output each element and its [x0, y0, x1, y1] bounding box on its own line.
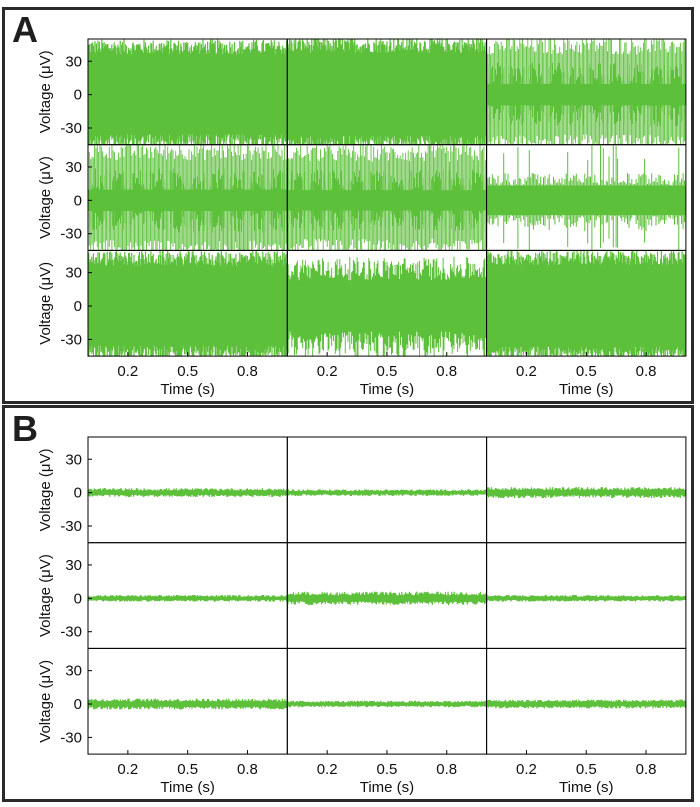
y-tick-label: 30: [65, 265, 82, 282]
x-axis-label: Time (s): [160, 779, 214, 796]
y-axis-label: Voltage (μV): [37, 554, 54, 637]
trace: [486, 487, 686, 499]
subplot-b-2-2: [486, 699, 686, 709]
y-axis-label: Voltage (μV): [37, 50, 54, 133]
x-tick-label: 0.8: [436, 363, 457, 380]
subplot-a-0-0: [88, 39, 288, 145]
x-tick-label: 0.2: [317, 363, 338, 380]
trace: [287, 591, 487, 606]
subplot-b-0-2: [486, 487, 686, 499]
x-tick-label: 0.2: [516, 363, 537, 380]
y-tick-label: 0: [74, 87, 82, 104]
y-tick-label: -30: [60, 518, 82, 535]
subplot-frame: [87, 542, 288, 649]
trace: [486, 699, 686, 709]
subplot-a-0-1: [287, 39, 487, 145]
y-tick-label: 30: [65, 663, 82, 680]
x-axis-label: Time (s): [559, 779, 613, 796]
y-tick-label: -30: [60, 120, 82, 137]
y-tick-label: 0: [74, 485, 82, 502]
y-tick-label: 0: [74, 590, 82, 607]
x-tick-label: 0.5: [576, 363, 597, 380]
trace: [486, 144, 686, 251]
subplot-a-2-2: [486, 250, 686, 357]
trace: [486, 39, 686, 145]
subplot-b-2-0: [88, 698, 288, 710]
x-tick-label: 0.2: [117, 363, 138, 380]
x-axis-label: Time (s): [360, 381, 414, 398]
trace: [88, 488, 288, 498]
y-tick-label: 0: [74, 696, 82, 713]
subplot-frame: [486, 647, 687, 755]
y-tick-label: -30: [60, 729, 82, 746]
x-tick-label: 0.5: [377, 363, 398, 380]
y-tick-label: -30: [60, 331, 82, 348]
trace: [88, 594, 288, 602]
y-tick-label: 30: [65, 557, 82, 574]
subplot-b-0-1: [287, 489, 487, 497]
trace: [88, 250, 288, 357]
x-tick-label: 0.8: [636, 761, 657, 778]
x-tick-label: 0.8: [636, 363, 657, 380]
subplot-a-1-2: [486, 144, 686, 251]
trace: [88, 698, 288, 710]
trace: [287, 144, 487, 251]
subplot-b-1-0: [88, 594, 288, 602]
y-axis-label: Voltage (μV): [37, 448, 54, 531]
trace: [287, 700, 487, 708]
x-tick-label: 0.2: [317, 761, 338, 778]
panel-letter-b: B: [12, 408, 38, 449]
x-tick-label: 0.8: [436, 761, 457, 778]
trace: [287, 39, 487, 145]
x-tick-label: 0.5: [377, 761, 398, 778]
y-tick-label: 0: [74, 192, 82, 209]
x-axis-label: Time (s): [160, 381, 214, 398]
y-tick-label: -30: [60, 226, 82, 243]
trace: [287, 489, 487, 497]
trace: [287, 257, 487, 357]
x-tick-label: 0.5: [576, 761, 597, 778]
subplot-a-2-0: [88, 250, 288, 357]
x-tick-label: 0.2: [117, 761, 138, 778]
x-tick-label: 0.5: [177, 761, 198, 778]
x-tick-label: 0.5: [177, 363, 198, 380]
x-axis-label: Time (s): [559, 381, 613, 398]
y-tick-label: 30: [65, 159, 82, 176]
y-tick-label: 30: [65, 53, 82, 70]
trace: [486, 250, 686, 357]
panel-letter-a: A: [12, 9, 38, 50]
x-axis-label: Time (s): [360, 779, 414, 796]
subplot-b-1-2: [486, 594, 686, 602]
subplot-a-0-2: [486, 39, 686, 145]
x-tick-label: 0.8: [237, 761, 258, 778]
trace: [88, 144, 288, 251]
subplot-a-1-1: [287, 144, 487, 251]
y-axis-label: Voltage (μV): [37, 262, 54, 345]
subplot-b-0-0: [88, 488, 288, 498]
y-axis-label: Voltage (μV): [37, 660, 54, 743]
x-tick-label: 0.8: [237, 363, 258, 380]
subplot-a-2-1: [287, 257, 487, 357]
subplot-a-1-0: [88, 144, 288, 251]
y-tick-label: -30: [60, 624, 82, 641]
subplot-b-1-1: [287, 591, 487, 606]
subplot-b-2-1: [287, 700, 487, 708]
trace: [486, 594, 686, 602]
y-axis-label: Voltage (μV): [37, 156, 54, 239]
trace: [88, 39, 288, 145]
y-tick-label: 0: [74, 298, 82, 315]
x-tick-label: 0.2: [516, 761, 537, 778]
y-tick-label: 30: [65, 451, 82, 468]
